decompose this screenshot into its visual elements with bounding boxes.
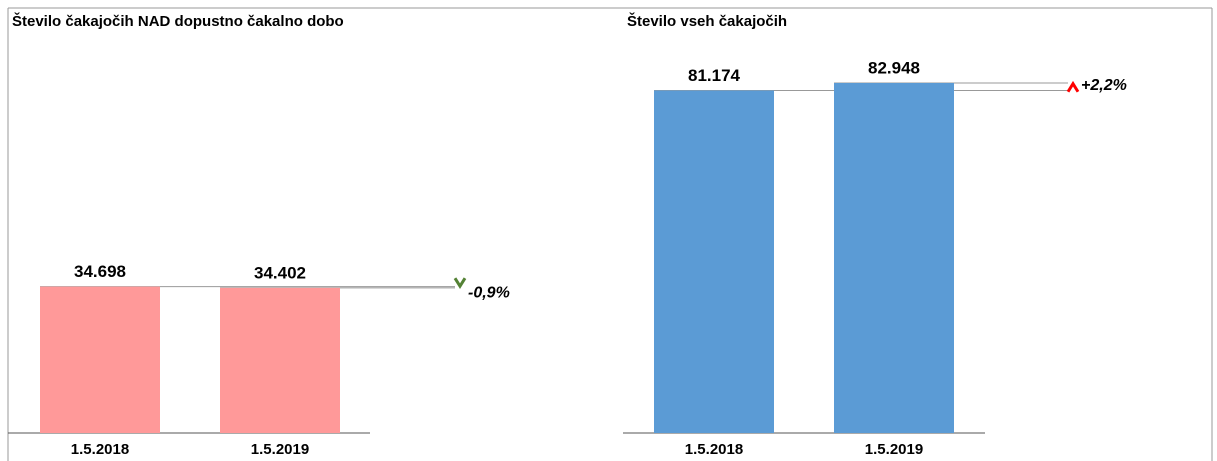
change-annotation: +2,2%	[1081, 77, 1127, 94]
x-tick-label: 1.5.2019	[251, 441, 309, 458]
value-label: 34.402	[254, 263, 306, 282]
value-label: 82.948	[868, 58, 920, 77]
bar	[40, 286, 160, 433]
x-tick-label: 1.5.2019	[865, 441, 923, 458]
trend-arrow	[1066, 80, 1080, 93]
value-label: 34.698	[74, 262, 126, 281]
trend-arrow	[453, 277, 467, 290]
bar	[654, 90, 774, 433]
bar	[220, 287, 340, 433]
bar	[834, 83, 954, 433]
x-tick-label: 1.5.2018	[71, 441, 129, 458]
x-tick-label: 1.5.2018	[685, 441, 743, 458]
value-label: 81.174	[688, 66, 741, 85]
chart-title: Število čakajočih NAD dopustno čakalno d…	[12, 12, 344, 30]
change-annotation: -0,9%	[468, 284, 510, 301]
chart-title: Število vseh čakajočih	[627, 12, 787, 30]
